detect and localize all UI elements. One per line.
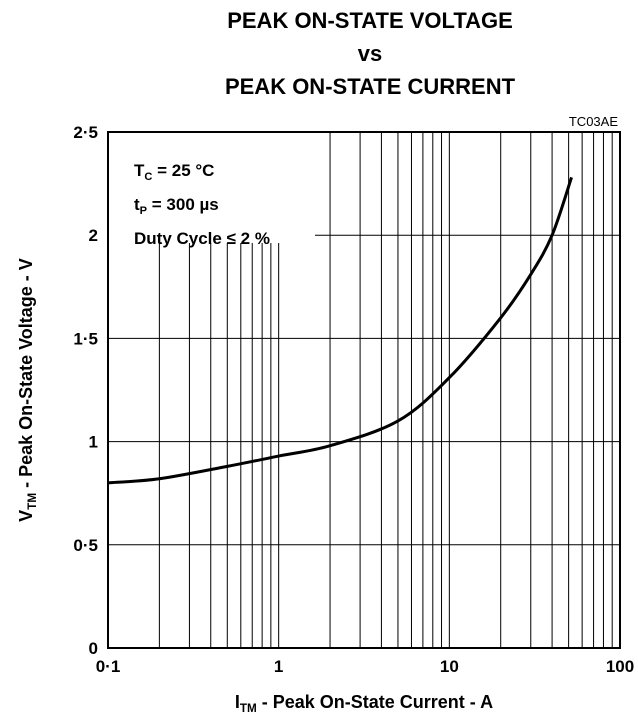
annotation-box (109, 133, 315, 243)
y-tick-label: 2·5 (73, 123, 98, 142)
annotation-rest: = 300 µs (147, 195, 219, 214)
annotation: TC = 25 °C (134, 161, 214, 183)
x-tick-label: 1 (274, 657, 283, 676)
x-tick-label: 10 (440, 657, 459, 676)
annotation-sub: C (144, 171, 152, 183)
x-tick-label: 0·1 (96, 657, 121, 676)
x-axis-label-rest: - Peak On-State Current - A (257, 692, 493, 712)
chart-title: PEAK ON-STATE CURRENT (225, 74, 516, 99)
annotation-main: Duty Cycle ≤ 2 % (134, 229, 270, 248)
y-tick-label: 2 (89, 226, 98, 245)
x-axis-label: ITM - Peak On-State Current - A (235, 692, 493, 715)
annotation: Duty Cycle ≤ 2 % (134, 229, 270, 248)
annotation: tP = 300 µs (134, 195, 219, 217)
y-axis-label-rest: - Peak On-State Voltage - V (16, 258, 36, 493)
annotation-sub: P (140, 205, 147, 217)
chart-code: TC03AE (569, 114, 618, 129)
y-axis-label-sub: TM (26, 493, 39, 510)
y-tick-label: 1·5 (73, 329, 98, 348)
chart-title: vs (358, 41, 382, 66)
data-line (107, 176, 573, 485)
x-tick-label: 100 (606, 657, 634, 676)
x-axis-label-sub: TM (240, 702, 257, 715)
y-axis-label: VTM - Peak On-State Voltage - V (16, 258, 39, 522)
annotation-main: t (134, 195, 140, 214)
plot-frame (107, 131, 621, 649)
y-tick-label: 0·5 (73, 536, 98, 555)
annotation-rest: = 25 °C (152, 161, 214, 180)
y-tick-label: 0 (89, 639, 98, 658)
chart-title: PEAK ON-STATE VOLTAGE (227, 8, 513, 33)
x-axis-label-main: I (235, 692, 240, 712)
annotation-main: T (134, 161, 145, 180)
y-axis-label-main: V (16, 510, 36, 522)
y-tick-label: 1 (89, 433, 98, 452)
